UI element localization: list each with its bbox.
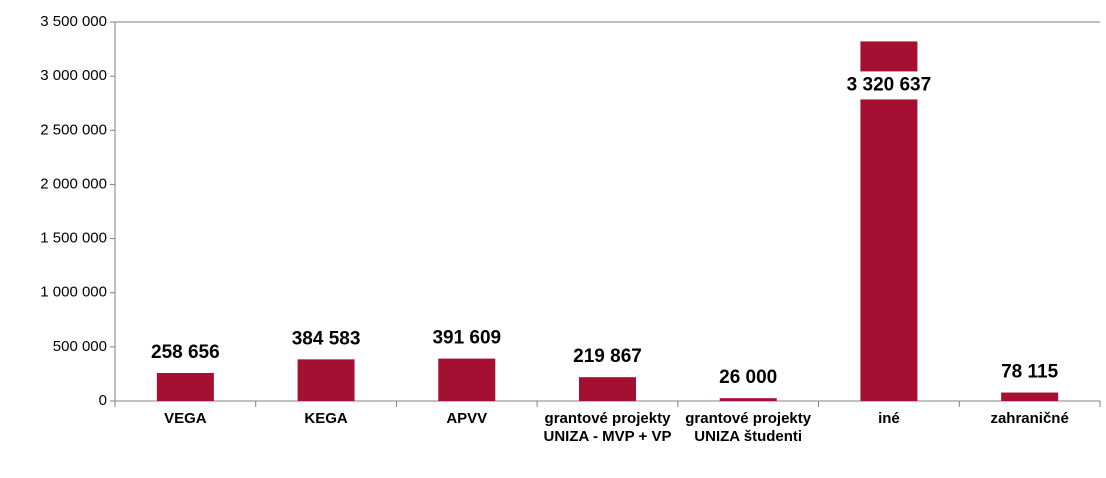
y-tick-label: 3 000 000	[40, 67, 107, 84]
value-label: 391 609	[432, 328, 501, 349]
x-tick-label: grantové projekty UNIZA - MVP + VP	[543, 410, 672, 445]
y-tick-label: 2 000 000	[40, 175, 107, 192]
bar	[438, 358, 496, 401]
value-label: 258 656	[151, 342, 220, 363]
x-tick-label: APVV	[446, 410, 488, 427]
bar	[156, 372, 214, 401]
x-tick-label: zahraničné	[990, 410, 1069, 427]
value-label: 219 867	[573, 346, 642, 367]
y-tick-label: 0	[99, 392, 107, 409]
x-tick-label: KEGA	[304, 410, 348, 427]
x-tick-label: grantové projekty UNIZA študenti	[685, 410, 812, 445]
y-tick-label: 1 000 000	[40, 284, 107, 301]
bar	[297, 359, 355, 401]
y-tick-label: 3 500 000	[40, 13, 107, 30]
value-label-bg	[830, 71, 947, 100]
value-label: 3 320 637	[847, 74, 932, 95]
y-tick-label: 2 500 000	[40, 121, 107, 138]
value-label: 384 583	[292, 328, 361, 349]
bar	[1001, 392, 1059, 401]
value-label: 26 000	[719, 367, 777, 388]
y-tick-label: 500 000	[53, 338, 107, 355]
bar	[719, 398, 777, 401]
y-tick-label: 1 500 000	[40, 230, 107, 247]
x-tick-label: VEGA	[164, 410, 207, 427]
x-tick-label: iné	[878, 410, 900, 427]
bar	[860, 41, 918, 401]
value-label: 78 115	[1001, 362, 1058, 383]
bar	[579, 377, 636, 401]
